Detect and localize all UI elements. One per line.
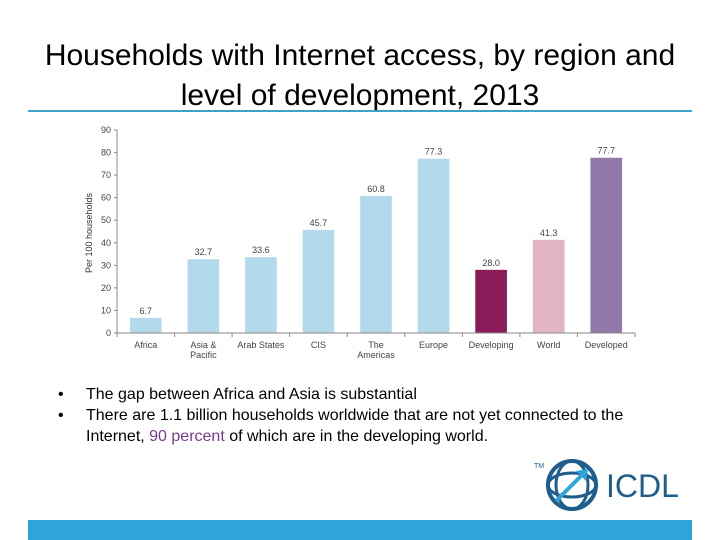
bar-value-label: 41.3 [540, 228, 558, 238]
x-tick-label: Africa [134, 340, 157, 350]
bullet-list: The gap between Africa and Asia is subst… [58, 384, 658, 447]
bullet-text: The gap between Africa and Asia is subst… [86, 386, 417, 403]
trademark-mark: TM [534, 463, 544, 470]
y-tick-label: 20 [101, 283, 111, 293]
icdl-logo: TM ICDL [534, 459, 679, 511]
footer-bar [28, 520, 692, 540]
bar-value-label: 60.8 [367, 184, 385, 194]
data-labels: 6.7 32.7 33.6 45.7 60.8 77.3 28.0 41.3 77.7 [140, 146, 615, 316]
bar-value-label: 28.0 [482, 258, 500, 268]
bar-value-label: 32.7 [195, 247, 213, 257]
x-axis: Africa Asia &Pacific Arab States CIS TheAmer… [116, 332, 636, 360]
bar [187, 259, 220, 333]
y-tick-label: 40 [101, 238, 111, 248]
y-tick-label: 90 [101, 125, 111, 135]
bar-value-label: 77.3 [425, 147, 443, 157]
slide-title: Households with Internet access, by regi… [44, 39, 676, 112]
bar-value-label: 33.6 [252, 245, 270, 255]
bullet-text: of which are in the developing world. [224, 428, 489, 445]
x-tick-label: Europe [419, 340, 448, 350]
bar [245, 257, 277, 333]
bar [129, 317, 162, 333]
bar-value-label: 45.7 [310, 218, 328, 228]
bar-value-label: 77.7 [597, 146, 615, 156]
bar [590, 157, 623, 333]
bar [302, 229, 335, 333]
y-tick-label: 50 [101, 215, 111, 225]
bullet-item: There are 1.1 billion households worldwi… [58, 405, 658, 447]
x-tick-label: Americas [357, 350, 395, 360]
highlight-text: 90 percent [149, 428, 225, 445]
x-tick-label: Arab States [237, 340, 285, 350]
x-tick-label: Asia & [190, 340, 216, 350]
x-tick-label: The [368, 340, 384, 350]
y-tick-label: 30 [101, 260, 111, 270]
y-tick-label: 0 [106, 328, 111, 338]
y-axis-label: Per 100 households [84, 192, 94, 273]
bar-value-label: 6.7 [140, 306, 153, 316]
bar [532, 239, 565, 333]
y-tick-label: 80 [101, 148, 111, 158]
bars [129, 157, 623, 333]
y-tick-label: 10 [101, 305, 111, 315]
bullet-text: There are 1.1 billion households worldwi… [86, 407, 624, 445]
x-tick-label: Pacific [190, 350, 217, 360]
x-tick-label: CIS [311, 340, 326, 350]
x-tick-label: World [537, 340, 560, 350]
bar-chart: 0 10 20 30 40 50 60 70 80 90 6.7 32.7 33.6 45.7 60.8 7… [84, 125, 636, 360]
y-axis: 0 10 20 30 40 50 60 70 80 90 [101, 125, 118, 338]
title-divider [28, 110, 692, 112]
bar [475, 269, 507, 333]
y-tick-label: 60 [101, 193, 111, 203]
bar [360, 195, 392, 333]
logo-text: ICDL [606, 468, 679, 504]
bar [417, 158, 450, 333]
y-tick-label: 70 [101, 170, 111, 180]
globe-arrow-icon [546, 459, 598, 511]
x-tick-label: Developing [469, 340, 514, 350]
bullet-item: The gap between Africa and Asia is subst… [58, 384, 658, 405]
x-tick-label: Developed [585, 340, 628, 350]
